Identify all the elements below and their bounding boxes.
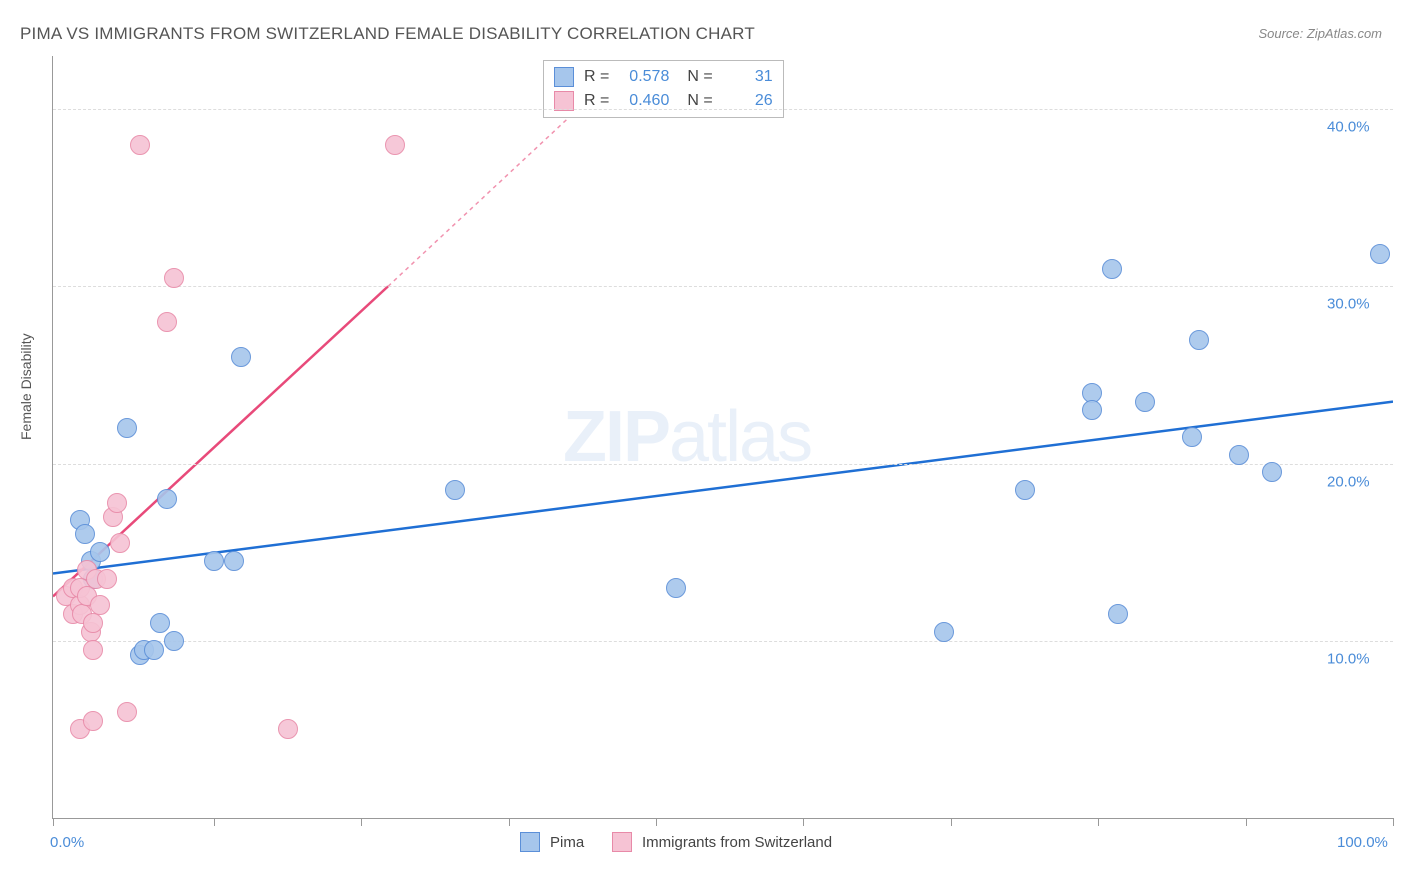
data-point xyxy=(1229,445,1249,465)
source-credit: Source: ZipAtlas.com xyxy=(1258,26,1382,41)
x-tick xyxy=(803,818,804,826)
gridline-h xyxy=(53,464,1393,465)
plot-area: ZIPatlas R = 0.578 N = 31 R = 0.460 N = 26 xyxy=(52,56,1393,819)
y-tick-label: 40.0% xyxy=(1327,119,1406,136)
data-point xyxy=(1135,392,1155,412)
x-tick-label: 100.0% xyxy=(1337,834,1388,851)
series-swatch xyxy=(554,67,574,87)
chart-title: PIMA VS IMMIGRANTS FROM SWITZERLAND FEMA… xyxy=(20,24,755,44)
n-value: 26 xyxy=(723,92,773,110)
data-point xyxy=(445,480,465,500)
y-tick-label: 30.0% xyxy=(1327,296,1406,313)
data-point xyxy=(157,489,177,509)
stats-row: R = 0.578 N = 31 xyxy=(554,65,773,89)
r-value: 0.460 xyxy=(619,92,669,110)
data-point xyxy=(83,640,103,660)
data-point xyxy=(934,622,954,642)
data-point xyxy=(144,640,164,660)
data-point xyxy=(164,631,184,651)
x-tick xyxy=(53,818,54,826)
x-tick xyxy=(1098,818,1099,826)
watermark-light: atlas xyxy=(669,397,811,477)
data-point xyxy=(666,578,686,598)
data-point xyxy=(90,542,110,562)
data-point xyxy=(90,595,110,615)
data-point xyxy=(150,613,170,633)
data-point xyxy=(385,135,405,155)
x-tick xyxy=(1393,818,1394,826)
data-point xyxy=(1370,244,1390,264)
data-point xyxy=(1082,400,1102,420)
r-value: 0.578 xyxy=(619,68,669,86)
data-point xyxy=(97,569,117,589)
legend-label: Pima xyxy=(550,834,584,851)
x-tick xyxy=(656,818,657,826)
data-point xyxy=(83,711,103,731)
data-point xyxy=(164,268,184,288)
x-tick xyxy=(509,818,510,826)
legend-item: Pima xyxy=(520,832,584,852)
r-label: R = xyxy=(584,68,609,86)
n-label: N = xyxy=(687,68,712,86)
legend-item: Immigrants from Switzerland xyxy=(612,832,832,852)
n-label: N = xyxy=(687,92,712,110)
data-point xyxy=(75,524,95,544)
watermark: ZIPatlas xyxy=(563,396,811,478)
data-point xyxy=(117,702,137,722)
data-point xyxy=(1182,427,1202,447)
y-axis-label: Female Disability xyxy=(18,333,34,440)
y-tick-label: 10.0% xyxy=(1327,650,1406,667)
x-tick-label: 0.0% xyxy=(50,834,84,851)
gridline-h xyxy=(53,286,1393,287)
watermark-bold: ZIP xyxy=(563,397,669,477)
data-point xyxy=(117,418,137,438)
n-value: 31 xyxy=(723,68,773,86)
data-point xyxy=(107,493,127,513)
legend-swatch xyxy=(520,832,540,852)
data-point xyxy=(204,551,224,571)
series-swatch xyxy=(554,91,574,111)
data-point xyxy=(1189,330,1209,350)
legend-swatch xyxy=(612,832,632,852)
data-point xyxy=(1108,604,1128,624)
data-point xyxy=(83,613,103,633)
x-tick xyxy=(1246,818,1247,826)
legend-label: Immigrants from Switzerland xyxy=(642,834,832,851)
data-point xyxy=(157,312,177,332)
data-point xyxy=(1262,462,1282,482)
data-point xyxy=(110,533,130,553)
data-point xyxy=(224,551,244,571)
x-tick xyxy=(214,818,215,826)
data-point xyxy=(278,719,298,739)
data-point xyxy=(1102,259,1122,279)
x-tick xyxy=(361,818,362,826)
data-point xyxy=(1015,480,1035,500)
x-tick xyxy=(951,818,952,826)
gridline-h xyxy=(53,641,1393,642)
data-point xyxy=(130,135,150,155)
y-tick-label: 20.0% xyxy=(1327,473,1406,490)
gridline-h xyxy=(53,109,1393,110)
r-label: R = xyxy=(584,92,609,110)
data-point xyxy=(231,347,251,367)
chart-container: PIMA VS IMMIGRANTS FROM SWITZERLAND FEMA… xyxy=(0,0,1406,892)
